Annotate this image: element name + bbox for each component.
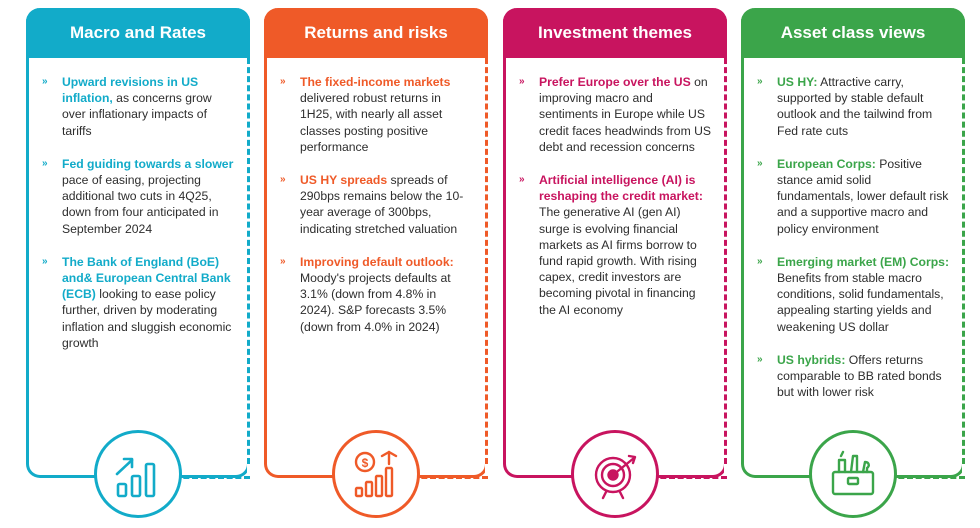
card-title: Investment themes bbox=[503, 8, 727, 58]
target-icon bbox=[571, 430, 659, 518]
list-item: » European Corps: Positive stance amid s… bbox=[757, 156, 951, 237]
item-text: Positive stance amid solid fundamentals,… bbox=[777, 156, 949, 236]
item-text: Moody's projects defaults at 3.1% (down … bbox=[300, 271, 451, 334]
bullet-arrow-icon: » bbox=[519, 76, 525, 87]
item-lead: Emerging market (EM) Corps: bbox=[777, 254, 950, 269]
item-text: spreads of 290bps remains below the 10-y… bbox=[300, 173, 464, 236]
dashed-connector bbox=[643, 476, 727, 479]
bullet-arrow-icon: » bbox=[757, 157, 763, 169]
item-text: delivered robust returns in 1H25, with n… bbox=[300, 91, 443, 154]
item-lead: Artificial intelligence (AI) is reshapin… bbox=[539, 173, 703, 204]
card-investment-themes: Investment themes » Prefer Europe over t… bbox=[503, 8, 727, 478]
svg-text:$: $ bbox=[362, 456, 369, 470]
dashed-connector bbox=[881, 476, 965, 479]
list-item: » US HY: Attractive carry, supported by … bbox=[757, 74, 951, 139]
list-item: » Prefer Europe over the US on improving… bbox=[519, 74, 713, 155]
item-text: looking to ease policy further, driven b… bbox=[62, 287, 232, 350]
item-lead: US HY: bbox=[777, 75, 818, 89]
dashed-connector bbox=[166, 476, 250, 479]
bullet-arrow-icon: » bbox=[757, 353, 763, 365]
list-item: » The fixed-income markets delivered rob… bbox=[280, 74, 474, 155]
list-item: » Upward revisions in US inflation, as c… bbox=[42, 74, 236, 139]
item-lead: The fixed-income markets bbox=[300, 75, 451, 89]
item-lead: Fed guiding towards a slower bbox=[62, 156, 234, 171]
card-body: » The fixed-income markets delivered rob… bbox=[280, 74, 474, 352]
item-lead: Improving default outlook: bbox=[300, 254, 454, 269]
card-body: » US HY: Attractive carry, supported by … bbox=[757, 74, 951, 417]
bullet-arrow-icon: » bbox=[280, 76, 286, 87]
card-title: Asset class views bbox=[741, 8, 965, 58]
list-item: » Artificial intelligence (AI) is reshap… bbox=[519, 172, 713, 318]
bullet-arrow-icon: » bbox=[42, 255, 48, 267]
item-text: Attractive carry, supported by stable de… bbox=[777, 75, 933, 138]
item-text: pace of easing, projecting additional tw… bbox=[62, 173, 219, 236]
list-item: » Improving default outlook: Moody's pro… bbox=[280, 254, 474, 335]
list-item: » Emerging market (EM) Corps: Benefits f… bbox=[757, 254, 951, 335]
item-lead: European Corps: bbox=[777, 156, 876, 171]
card-body: » Prefer Europe over the US on improving… bbox=[519, 74, 713, 335]
bar-chart-up-icon bbox=[94, 430, 182, 518]
item-text: The generative AI (gen AI) surge is evol… bbox=[539, 205, 697, 317]
item-lead: The Bank of England (BoE) and& European … bbox=[62, 254, 231, 302]
card-returns-and-risks: Returns and risks » The fixed-income mar… bbox=[264, 8, 488, 478]
card-asset-class-views: Asset class views » US HY: Attractive ca… bbox=[741, 8, 965, 478]
bullet-arrow-icon: » bbox=[280, 174, 286, 186]
bullet-arrow-icon: » bbox=[757, 76, 763, 87]
card-macro-and-rates: Macro and Rates » Upward revisions in US… bbox=[26, 8, 250, 478]
card-title: Returns and risks bbox=[264, 8, 488, 58]
item-text: as concerns grow over inflationary impac… bbox=[62, 91, 212, 138]
card-body: » Upward revisions in US inflation, as c… bbox=[42, 74, 236, 368]
item-lead: US hybrids: bbox=[777, 352, 846, 367]
bullet-arrow-icon: » bbox=[519, 174, 525, 186]
bullet-arrow-icon: » bbox=[757, 255, 763, 267]
bullet-arrow-icon: » bbox=[42, 76, 48, 87]
list-item: » US hybrids: Offers returns comparable … bbox=[757, 352, 951, 401]
dashed-connector bbox=[404, 476, 488, 479]
item-lead: US HY spreads bbox=[300, 173, 388, 188]
list-item: » US HY spreads spreads of 290bps remain… bbox=[280, 172, 474, 237]
item-lead: Prefer Europe over the US bbox=[539, 75, 691, 89]
item-text: on improving macro and sentiments in Eur… bbox=[539, 75, 712, 154]
item-text: Benefits from stable macro conditions, s… bbox=[777, 271, 944, 334]
card-title: Macro and Rates bbox=[26, 8, 250, 58]
list-item: » Fed guiding towards a slower pace of e… bbox=[42, 156, 236, 237]
toolbox-icon bbox=[809, 430, 897, 518]
item-text: Offers returns comparable to BB rated bo… bbox=[777, 352, 942, 400]
bullet-arrow-icon: » bbox=[280, 255, 286, 267]
item-lead: Upward revisions in US inflation, bbox=[62, 75, 199, 106]
list-item: » The Bank of England (BoE) and& Europea… bbox=[42, 254, 236, 351]
bullet-arrow-icon: » bbox=[42, 157, 48, 169]
coin-growth-icon: $ bbox=[332, 430, 420, 518]
